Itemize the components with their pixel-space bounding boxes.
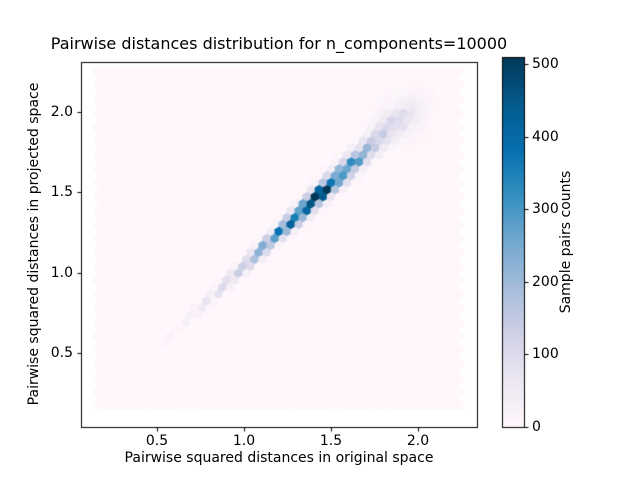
colorbar-tick-label: 300 xyxy=(532,201,559,218)
colorbar-tick-label: 0 xyxy=(532,419,541,435)
chart-title: Pairwise distances distribution for n_co… xyxy=(50,34,508,53)
colorbar-tick-label: 500 xyxy=(532,56,559,73)
x-tick-label: 1.0 xyxy=(232,433,256,449)
colorbar-tick-label: 200 xyxy=(532,273,559,290)
x-axis-label: Pairwise squared distances in original s… xyxy=(124,450,434,466)
colorbar-tick-label: 400 xyxy=(532,128,559,145)
colorbar-tick-label: 100 xyxy=(532,346,559,363)
x-tick-label: 2.0 xyxy=(406,433,430,449)
y-tick-label: 0.5 xyxy=(50,345,73,362)
y-tick-label: 2.0 xyxy=(50,103,73,120)
y-tick-label: 1.0 xyxy=(50,264,73,281)
y-tick-label: 1.5 xyxy=(50,184,73,201)
y-axis-label: Pairwise squared distances in projected … xyxy=(26,82,42,406)
x-tick-label: 0.5 xyxy=(145,433,169,449)
x-tick-label: 1.5 xyxy=(319,433,343,449)
colorbar-label: Sample pairs counts xyxy=(558,170,574,314)
